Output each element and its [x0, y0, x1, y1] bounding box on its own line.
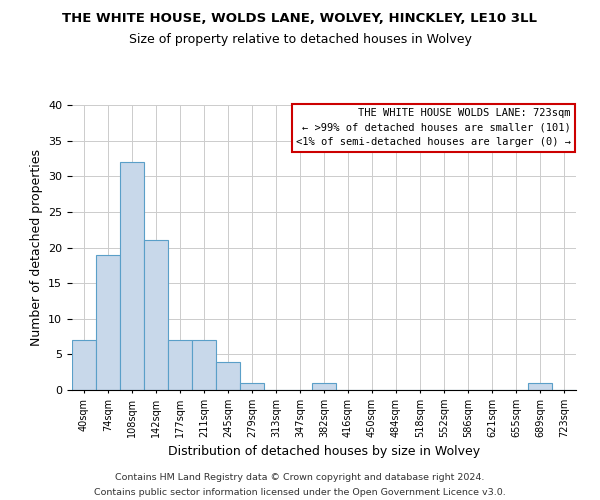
Bar — [528, 383, 552, 390]
Text: THE WHITE HOUSE, WOLDS LANE, WOLVEY, HINCKLEY, LE10 3LL: THE WHITE HOUSE, WOLDS LANE, WOLVEY, HIN… — [62, 12, 538, 26]
Bar — [312, 383, 336, 390]
Bar — [96, 254, 120, 390]
Text: Contains public sector information licensed under the Open Government Licence v3: Contains public sector information licen… — [94, 488, 506, 497]
Bar — [72, 340, 96, 390]
Bar — [144, 240, 168, 390]
X-axis label: Distribution of detached houses by size in Wolvey: Distribution of detached houses by size … — [168, 446, 480, 458]
Text: Size of property relative to detached houses in Wolvey: Size of property relative to detached ho… — [128, 32, 472, 46]
Bar — [120, 162, 144, 390]
Bar — [240, 383, 264, 390]
Bar — [168, 340, 192, 390]
Bar — [216, 362, 240, 390]
Text: Contains HM Land Registry data © Crown copyright and database right 2024.: Contains HM Land Registry data © Crown c… — [115, 473, 485, 482]
Text: THE WHITE HOUSE WOLDS LANE: 723sqm
← >99% of detached houses are smaller (101)
<: THE WHITE HOUSE WOLDS LANE: 723sqm ← >99… — [296, 108, 571, 148]
Y-axis label: Number of detached properties: Number of detached properties — [29, 149, 43, 346]
Bar — [192, 340, 216, 390]
